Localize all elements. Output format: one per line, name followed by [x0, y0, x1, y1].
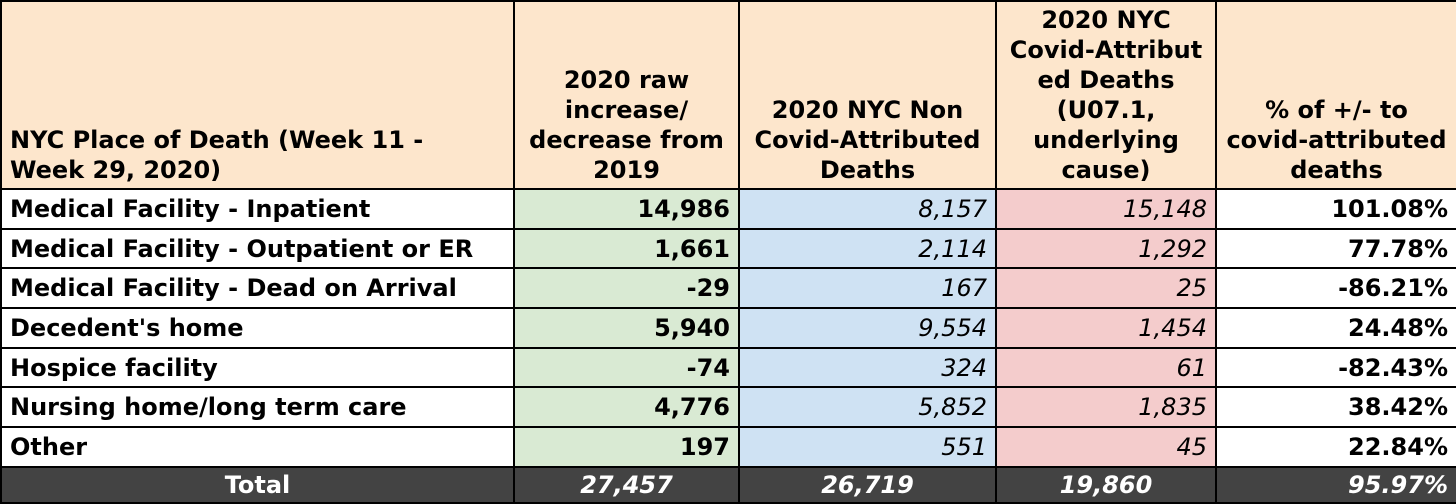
table-row: Medical Facility - Inpatient 14,986 8,15…	[0, 188, 1456, 230]
row-label: Medical Facility - Dead on Arrival	[0, 267, 515, 310]
non-covid-cell: 8,157	[738, 188, 997, 230]
percent-cell: 38.42%	[1215, 386, 1456, 429]
covid-cell: 45	[995, 426, 1217, 468]
total-percent: 95.97%	[1215, 465, 1456, 504]
raw-change-cell: 1,661	[513, 227, 740, 270]
table-row: Other 197 551 45 22.84%	[0, 426, 1456, 468]
non-covid-cell: 324	[738, 346, 997, 389]
row-label: Hospice facility	[0, 346, 515, 389]
row-label: Decedent's home	[0, 307, 515, 349]
percent-cell: 77.78%	[1215, 227, 1456, 270]
covid-cell: 1,454	[995, 307, 1217, 349]
percent-cell: 101.08%	[1215, 188, 1456, 230]
header-percent-change: % of +/- to covid-attributed deaths	[1215, 0, 1456, 190]
total-non-covid: 26,719	[738, 465, 997, 504]
table-row: Medical Facility - Outpatient or ER 1,66…	[0, 227, 1456, 270]
raw-change-cell: 5,940	[513, 307, 740, 349]
table-row: Nursing home/long term care 4,776 5,852 …	[0, 386, 1456, 429]
table-row: Decedent's home 5,940 9,554 1,454 24.48%	[0, 307, 1456, 349]
non-covid-cell: 551	[738, 426, 997, 468]
raw-change-cell: -29	[513, 267, 740, 310]
header-raw-change: 2020 raw increase/ decrease from 2019	[513, 0, 740, 190]
covid-cell: 15,148	[995, 188, 1217, 230]
total-row: Total 27,457 26,719 19,860 95.97%	[0, 465, 1456, 504]
header-non-covid-deaths: 2020 NYC Non Covid-Attributed Deaths	[738, 0, 997, 190]
total-raw-change: 27,457	[513, 465, 740, 504]
percent-cell: 22.84%	[1215, 426, 1456, 468]
row-label: Medical Facility - Inpatient	[0, 188, 515, 230]
non-covid-cell: 9,554	[738, 307, 997, 349]
raw-change-cell: -74	[513, 346, 740, 389]
non-covid-cell: 167	[738, 267, 997, 310]
percent-cell: -86.21%	[1215, 267, 1456, 310]
table-row: Hospice facility -74 324 61 -82.43%	[0, 346, 1456, 389]
table-row: Medical Facility - Dead on Arrival -29 1…	[0, 267, 1456, 310]
covid-cell: 1,835	[995, 386, 1217, 429]
non-covid-cell: 2,114	[738, 227, 997, 270]
percent-cell: 24.48%	[1215, 307, 1456, 349]
total-label: Total	[0, 465, 515, 504]
raw-change-cell: 4,776	[513, 386, 740, 429]
header-row: NYC Place of Death (Week 11 - Week 29, 2…	[0, 0, 1456, 190]
covid-cell: 1,292	[995, 227, 1217, 270]
raw-change-cell: 197	[513, 426, 740, 468]
covid-cell: 25	[995, 267, 1217, 310]
header-covid-deaths: 2020 NYC Covid-Attribut ed Deaths (U07.1…	[995, 0, 1217, 190]
raw-change-cell: 14,986	[513, 188, 740, 230]
non-covid-cell: 5,852	[738, 386, 997, 429]
total-covid: 19,860	[995, 465, 1217, 504]
header-place-of-death: NYC Place of Death (Week 11 - Week 29, 2…	[0, 0, 515, 190]
percent-cell: -82.43%	[1215, 346, 1456, 389]
row-label: Nursing home/long term care	[0, 386, 515, 429]
row-label: Medical Facility - Outpatient or ER	[0, 227, 515, 270]
row-label: Other	[0, 426, 515, 468]
covid-cell: 61	[995, 346, 1217, 389]
